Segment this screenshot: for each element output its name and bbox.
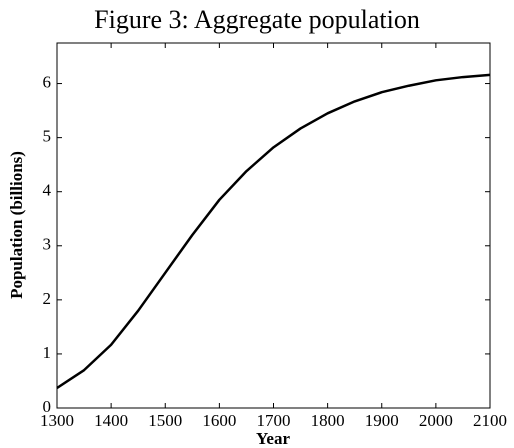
x-tick-label: 1800	[311, 411, 345, 430]
y-tick-label: 5	[43, 127, 52, 146]
x-tick-label: 1600	[202, 411, 236, 430]
x-tick-label: 1700	[257, 411, 291, 430]
y-axis-label: Population (billions)	[7, 151, 26, 299]
y-tick-label: 3	[43, 235, 52, 254]
x-tick-label: 2000	[419, 411, 453, 430]
plot-frame	[56, 42, 491, 409]
y-tick-label: 2	[43, 289, 52, 308]
y-tick-label: 1	[43, 343, 52, 362]
x-tick-label: 1300	[40, 411, 74, 430]
data-line	[56, 73, 491, 390]
x-tick-label: 1900	[365, 411, 399, 430]
x-tick-label: 2100	[473, 411, 507, 430]
x-axis-label: Year	[256, 429, 290, 448]
chart-title: Figure 3: Aggregate population	[94, 5, 420, 34]
x-tick-label: 1400	[94, 411, 128, 430]
y-tick-label: 6	[43, 72, 52, 91]
y-tick-label: 4	[43, 181, 52, 200]
y-tick-label: 0	[43, 397, 52, 416]
x-tick-label: 1500	[148, 411, 182, 430]
